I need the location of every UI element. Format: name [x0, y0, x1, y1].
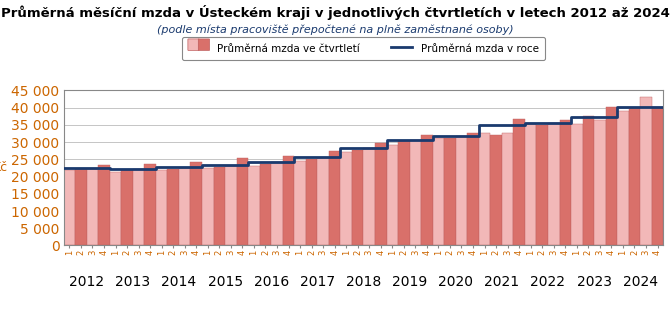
Bar [387, 145, 398, 245]
Bar [606, 107, 617, 245]
Bar [502, 133, 513, 245]
Bar [583, 116, 594, 245]
Bar [156, 170, 168, 245]
Bar [318, 158, 329, 245]
Bar [225, 166, 237, 245]
Bar [375, 143, 387, 245]
Bar [190, 162, 202, 245]
Bar [364, 148, 375, 245]
Bar [398, 141, 409, 245]
Bar [75, 169, 86, 245]
Bar [409, 140, 421, 245]
Bar [444, 138, 456, 245]
Bar [133, 169, 144, 245]
Bar [456, 136, 467, 245]
Bar [421, 135, 433, 245]
Bar [64, 170, 75, 245]
Bar [641, 97, 652, 245]
Bar [513, 120, 525, 245]
Y-axis label: Kč: Kč [0, 162, 7, 174]
Legend: Průměrná mzda ve čtvrtletí, Průměrná mzda v roce: Průměrná mzda ve čtvrtletí, Průměrná mzd… [182, 37, 545, 60]
Bar [110, 172, 121, 245]
Bar [340, 152, 352, 245]
Bar [248, 166, 260, 245]
Bar [479, 133, 490, 245]
Bar [617, 111, 628, 245]
Bar [86, 169, 98, 245]
Bar [548, 123, 559, 245]
Text: (podle místa pracoviště přepočtené na plně zaměstnané osoby): (podle místa pracoviště přepočtené na pl… [157, 24, 513, 35]
Bar [571, 124, 583, 245]
Bar [652, 107, 663, 245]
Bar [537, 125, 548, 245]
Bar [168, 169, 179, 245]
Bar [352, 150, 364, 245]
Bar [121, 170, 133, 245]
Bar [98, 164, 110, 245]
Bar [467, 133, 479, 245]
Bar [237, 158, 248, 245]
Bar [294, 161, 306, 245]
Bar [283, 156, 294, 245]
Bar [329, 151, 340, 245]
Text: Průměrná měsíční mzda v Ústeckém kraji v jednotlivých čtvrtletích v letech 2012 : Průměrná měsíční mzda v Ústeckém kraji v… [1, 5, 669, 20]
Bar [271, 162, 283, 245]
Bar [202, 168, 214, 245]
Bar [525, 124, 537, 245]
Bar [433, 138, 444, 245]
Bar [594, 120, 606, 245]
Bar [490, 135, 502, 245]
Bar [559, 120, 571, 245]
Bar [628, 108, 641, 245]
Bar [306, 159, 318, 245]
Bar [179, 168, 190, 245]
Bar [260, 164, 271, 245]
Bar [214, 167, 225, 245]
Bar [144, 164, 156, 245]
